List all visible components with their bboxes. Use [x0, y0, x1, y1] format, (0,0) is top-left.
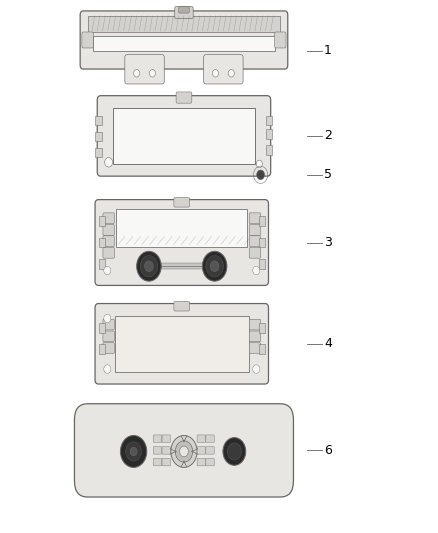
Circle shape	[137, 252, 161, 281]
FancyBboxPatch shape	[99, 216, 105, 226]
FancyBboxPatch shape	[179, 7, 189, 13]
Text: 1: 1	[324, 44, 332, 57]
FancyBboxPatch shape	[206, 458, 214, 466]
FancyBboxPatch shape	[162, 435, 170, 442]
Circle shape	[120, 435, 147, 467]
Text: 2: 2	[324, 130, 332, 142]
FancyBboxPatch shape	[259, 323, 265, 333]
FancyBboxPatch shape	[153, 435, 162, 442]
FancyBboxPatch shape	[249, 247, 261, 258]
FancyBboxPatch shape	[95, 304, 268, 384]
FancyBboxPatch shape	[249, 343, 261, 353]
FancyBboxPatch shape	[99, 323, 105, 333]
FancyBboxPatch shape	[259, 259, 265, 269]
FancyBboxPatch shape	[99, 259, 105, 269]
FancyBboxPatch shape	[103, 331, 114, 342]
FancyBboxPatch shape	[174, 302, 190, 311]
FancyBboxPatch shape	[249, 331, 261, 342]
FancyBboxPatch shape	[115, 316, 248, 372]
FancyBboxPatch shape	[266, 129, 272, 139]
FancyBboxPatch shape	[249, 224, 261, 235]
Circle shape	[104, 365, 111, 373]
FancyBboxPatch shape	[153, 458, 162, 466]
Circle shape	[180, 446, 188, 457]
FancyBboxPatch shape	[162, 458, 170, 466]
Text: 6: 6	[324, 444, 332, 457]
FancyBboxPatch shape	[175, 7, 193, 19]
Circle shape	[223, 438, 246, 465]
Circle shape	[227, 443, 241, 460]
Circle shape	[202, 252, 227, 281]
FancyBboxPatch shape	[99, 238, 105, 247]
FancyBboxPatch shape	[259, 238, 265, 247]
FancyBboxPatch shape	[95, 116, 102, 125]
Circle shape	[228, 69, 234, 77]
Circle shape	[253, 365, 260, 373]
FancyBboxPatch shape	[197, 447, 205, 454]
FancyBboxPatch shape	[206, 435, 214, 442]
FancyBboxPatch shape	[161, 263, 203, 269]
Text: 4: 4	[324, 337, 332, 350]
Text: 5: 5	[324, 168, 332, 181]
FancyBboxPatch shape	[82, 32, 93, 48]
FancyBboxPatch shape	[259, 344, 265, 354]
Circle shape	[175, 441, 193, 462]
FancyBboxPatch shape	[249, 236, 261, 246]
FancyBboxPatch shape	[103, 236, 114, 246]
Circle shape	[206, 255, 223, 277]
FancyBboxPatch shape	[176, 92, 192, 103]
FancyBboxPatch shape	[249, 213, 261, 223]
Circle shape	[134, 69, 140, 77]
FancyBboxPatch shape	[103, 319, 114, 330]
FancyBboxPatch shape	[103, 213, 114, 223]
FancyBboxPatch shape	[153, 447, 162, 454]
FancyBboxPatch shape	[206, 447, 214, 454]
FancyBboxPatch shape	[116, 208, 247, 247]
Circle shape	[105, 158, 113, 167]
FancyBboxPatch shape	[74, 404, 293, 497]
FancyBboxPatch shape	[88, 16, 280, 32]
FancyBboxPatch shape	[249, 319, 261, 330]
Circle shape	[126, 442, 141, 461]
Circle shape	[253, 266, 260, 275]
FancyBboxPatch shape	[197, 435, 205, 442]
FancyBboxPatch shape	[174, 197, 190, 207]
FancyBboxPatch shape	[125, 54, 164, 84]
Circle shape	[130, 447, 137, 456]
Circle shape	[210, 261, 219, 271]
Text: 3: 3	[324, 236, 332, 249]
Circle shape	[104, 266, 111, 275]
FancyBboxPatch shape	[95, 200, 268, 286]
Circle shape	[104, 314, 111, 323]
FancyBboxPatch shape	[275, 32, 286, 48]
Circle shape	[256, 160, 262, 167]
Circle shape	[140, 255, 158, 277]
FancyBboxPatch shape	[97, 96, 271, 176]
FancyBboxPatch shape	[204, 54, 243, 84]
FancyBboxPatch shape	[93, 36, 275, 51]
Circle shape	[145, 261, 153, 271]
FancyBboxPatch shape	[162, 447, 170, 454]
Circle shape	[212, 69, 219, 77]
FancyBboxPatch shape	[113, 108, 255, 164]
FancyBboxPatch shape	[103, 224, 114, 235]
FancyBboxPatch shape	[266, 145, 272, 155]
FancyBboxPatch shape	[197, 458, 205, 466]
FancyBboxPatch shape	[266, 116, 272, 125]
FancyBboxPatch shape	[80, 11, 288, 69]
FancyBboxPatch shape	[95, 132, 102, 141]
Circle shape	[149, 69, 155, 77]
Circle shape	[257, 170, 265, 180]
FancyBboxPatch shape	[103, 343, 114, 353]
FancyBboxPatch shape	[103, 247, 114, 258]
FancyBboxPatch shape	[259, 216, 265, 226]
Circle shape	[171, 435, 197, 467]
FancyBboxPatch shape	[99, 344, 105, 354]
FancyBboxPatch shape	[95, 148, 102, 157]
